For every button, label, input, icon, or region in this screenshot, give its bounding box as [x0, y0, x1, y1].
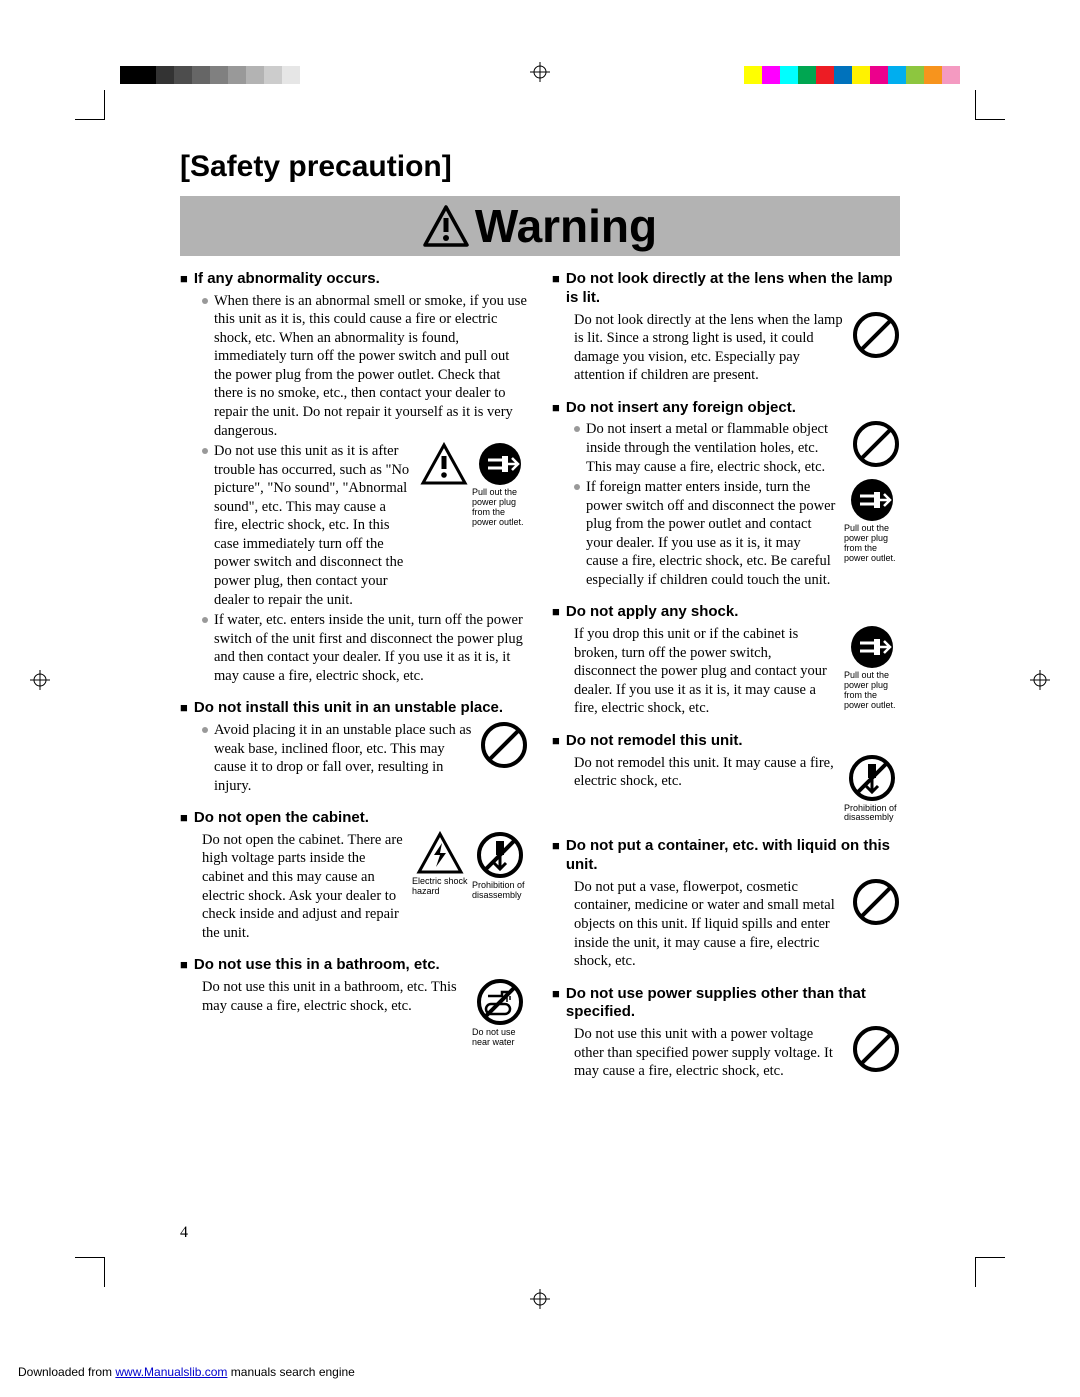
icon-caption: Pull out the power plug from the power o… — [844, 671, 900, 711]
bullet-item: Do not insert a metal or flammable objec… — [574, 420, 900, 476]
section-heading: Do not put a container, etc. with liquid… — [566, 837, 900, 875]
right-column: Do not look directly at the lens when th… — [552, 270, 900, 1095]
warning-triangle-icon — [423, 205, 469, 247]
icon-caption: Do not use near water — [472, 1028, 528, 1048]
section-heading: Do not use this in a bathroom, etc. — [194, 956, 440, 975]
section-text: Do not look directly at the lens when th… — [574, 311, 844, 385]
footer-text: manuals search engine — [227, 1365, 354, 1379]
icon-caption: Pull out the power plug from the power o… — [472, 488, 528, 528]
no-disassembly-icon — [476, 831, 524, 879]
bullet-text: Avoid placing it in an unstable place su… — [214, 721, 472, 795]
crop-mark — [75, 1257, 105, 1287]
section-unstable: Do not install this unit in an unstable … — [180, 699, 528, 795]
shock-hazard-icon — [416, 831, 464, 875]
section-remodel: Do not remodel this unit. Do not remodel… — [552, 732, 900, 824]
registration-mark-icon — [30, 670, 50, 690]
unplug-icon — [850, 625, 894, 669]
page-title: [Safety precaution] — [180, 150, 900, 184]
prohibition-icon — [480, 721, 528, 769]
section-bathroom: Do not use this in a bathroom, etc. Do n… — [180, 956, 528, 1048]
unplug-icon — [478, 442, 522, 486]
bullet-text: When there is an abnormal smell or smoke… — [202, 292, 528, 440]
section-heading: Do not remodel this unit. — [566, 732, 743, 751]
section-heading: Do not look directly at the lens when th… — [566, 270, 900, 308]
left-column: If any abnormality occurs. When there is… — [180, 270, 528, 1095]
section-text: Do not remodel this unit. It may cause a… — [574, 754, 836, 791]
page-content: [Safety precaution] Warning If any abnor… — [180, 150, 900, 1095]
section-foreign-object: Do not insert any foreign object. Do not… — [552, 399, 900, 590]
section-abnormality: If any abnormality occurs. When there is… — [180, 270, 528, 685]
crop-mark — [75, 90, 105, 120]
footer: Downloaded from www.Manualslib.com manua… — [18, 1365, 355, 1379]
bullet-text: If water, etc. enters inside the unit, t… — [202, 611, 528, 685]
bullet-item: Avoid placing it in an unstable place su… — [202, 721, 528, 795]
section-heading: Do not install this unit in an unstable … — [194, 699, 503, 718]
no-water-icon — [476, 978, 524, 1026]
section-liquid: Do not put a container, etc. with liquid… — [552, 837, 900, 970]
section-lens: Do not look directly at the lens when th… — [552, 270, 900, 385]
no-disassembly-icon — [848, 754, 896, 802]
icon-caption: Pull out the power plug from the power o… — [844, 524, 900, 564]
warning-triangle-icon — [420, 442, 468, 486]
section-power-supply: Do not use power supplies other than tha… — [552, 985, 900, 1081]
registration-mark-icon — [530, 62, 550, 82]
prohibition-icon — [852, 420, 900, 468]
crop-mark — [975, 1257, 1005, 1287]
section-heading: If any abnormality occurs. — [194, 270, 380, 289]
bullet-item: Do not use this unit as it is after trou… — [202, 442, 528, 609]
bullet-text: If foreign matter enters inside, turn th… — [586, 478, 836, 589]
section-text: Do not open the cabinet. There are high … — [202, 831, 404, 942]
icon-caption: Prohibition of disassembly — [844, 804, 900, 824]
section-text: If you drop this unit or if the cabinet … — [574, 625, 836, 718]
crop-mark — [975, 90, 1005, 120]
bullet-item: If foreign matter enters inside, turn th… — [574, 478, 900, 589]
warning-label: Warning — [475, 199, 657, 253]
page-number: 4 — [180, 1224, 188, 1242]
section-text: Do not use this unit with a power voltag… — [574, 1025, 844, 1081]
unplug-icon — [850, 478, 894, 522]
section-heading: Do not use power supplies other than tha… — [566, 985, 900, 1023]
icon-caption: Prohibition of disassembly — [472, 881, 528, 901]
footer-link[interactable]: www.Manualslib.com — [115, 1365, 227, 1379]
section-heading: Do not open the cabinet. — [194, 809, 369, 828]
section-text: Do not use this unit in a bathroom, etc.… — [202, 978, 464, 1015]
prohibition-icon — [852, 1025, 900, 1073]
bullet-text: Do not insert a metal or flammable objec… — [586, 420, 844, 476]
footer-text: Downloaded from — [18, 1365, 115, 1379]
warning-banner: Warning — [180, 196, 900, 256]
bullet-text: Do not use this unit as it is after trou… — [214, 442, 412, 609]
section-shock: Do not apply any shock. If you drop this… — [552, 603, 900, 717]
section-heading: Do not insert any foreign object. — [566, 399, 796, 418]
icon-caption: Electric shock hazard — [412, 877, 468, 897]
prohibition-icon — [852, 878, 900, 926]
prohibition-icon — [852, 311, 900, 359]
section-heading: Do not apply any shock. — [566, 603, 739, 622]
section-cabinet: Do not open the cabinet. Do not open the… — [180, 809, 528, 942]
registration-mark-icon — [1030, 670, 1050, 690]
registration-mark-icon — [530, 1289, 550, 1309]
section-text: Do not put a vase, flowerpot, cosmetic c… — [574, 878, 844, 971]
